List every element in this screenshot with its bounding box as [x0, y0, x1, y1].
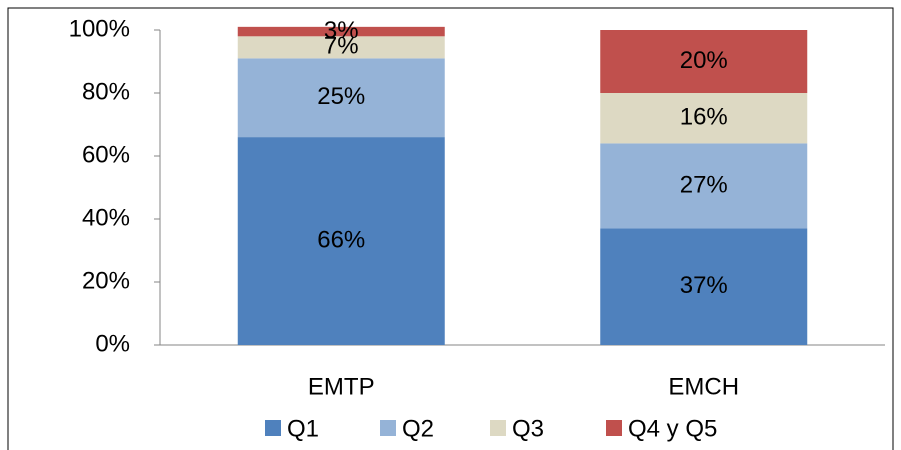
y-tick-label: 80% — [82, 78, 130, 105]
x-tick-label: EMTP — [308, 373, 375, 400]
legend-swatch — [490, 420, 506, 436]
data-label: 20% — [680, 47, 728, 74]
y-tick-label: 40% — [82, 204, 130, 231]
y-tick-label: 0% — [95, 330, 130, 357]
bar-segment — [600, 228, 808, 345]
data-label: 7% — [324, 33, 359, 60]
data-label: 25% — [317, 83, 365, 110]
data-label: 16% — [680, 104, 728, 131]
x-tick-label: EMCH — [668, 373, 739, 400]
bar-segment — [237, 26, 445, 37]
legend-label: Q4 y Q5 — [628, 415, 717, 442]
legend-label: Q3 — [512, 415, 544, 442]
y-tick-label: 20% — [82, 267, 130, 294]
data-label: 37% — [680, 272, 728, 299]
data-label: 27% — [680, 171, 728, 198]
legend-swatch — [380, 420, 396, 436]
chart-frame — [7, 7, 894, 450]
bar-segment — [237, 36, 445, 59]
bar-segment — [237, 137, 445, 345]
legend-swatch — [606, 420, 622, 436]
bar-segment — [600, 143, 808, 229]
legend-swatch — [265, 420, 281, 436]
legend-label: Q2 — [402, 415, 434, 442]
data-label: 3% — [324, 17, 359, 44]
bar-segment — [600, 30, 808, 93]
data-label: 66% — [317, 226, 365, 253]
y-tick-label: 100% — [69, 15, 130, 42]
bar-segment — [600, 93, 808, 144]
y-tick-label: 60% — [82, 141, 130, 168]
bar-segment — [237, 58, 445, 138]
legend-label: Q1 — [287, 415, 319, 442]
